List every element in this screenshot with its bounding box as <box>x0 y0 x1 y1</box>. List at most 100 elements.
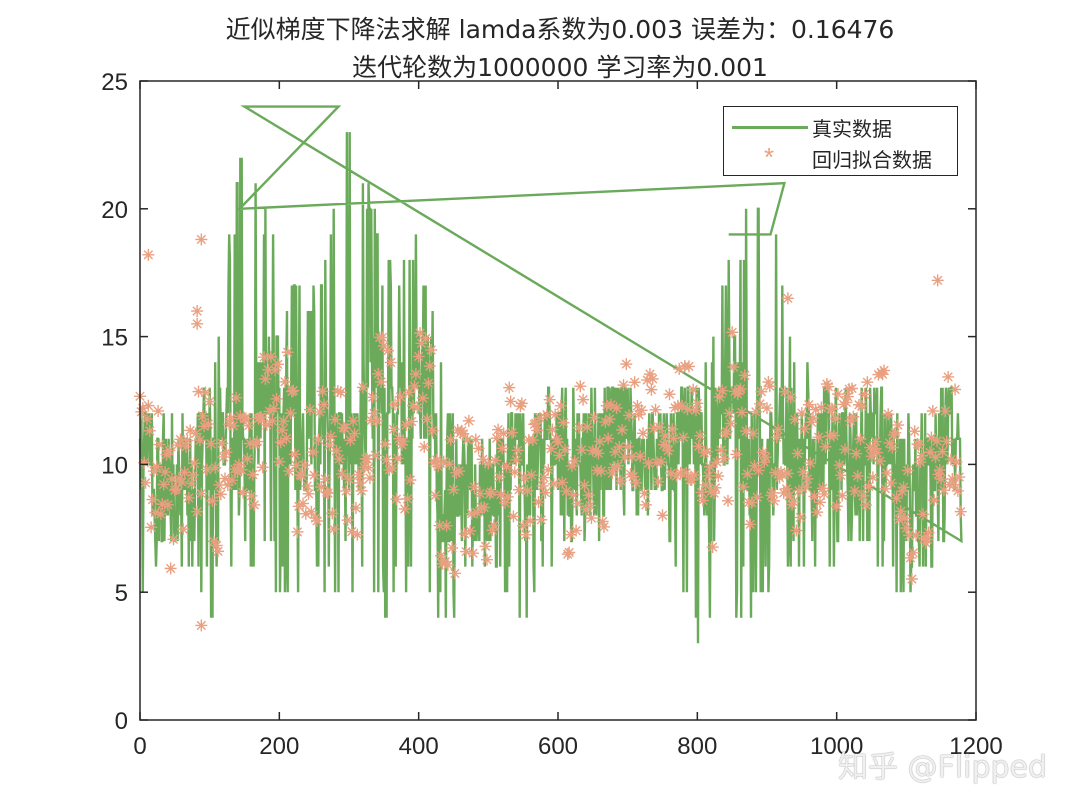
fit-marker <box>547 477 560 490</box>
y-tick-label: 5 <box>115 580 128 607</box>
fit-marker <box>348 427 361 440</box>
fit-marker <box>333 452 346 465</box>
fit-marker <box>298 459 311 472</box>
fit-marker <box>382 344 395 357</box>
fit-marker <box>340 485 353 498</box>
fit-marker <box>588 411 601 424</box>
fit-marker <box>186 469 199 482</box>
fit-marker <box>620 358 633 371</box>
fit-marker <box>702 469 715 482</box>
fit-marker <box>216 437 229 450</box>
fit-marker <box>788 413 801 426</box>
fit-marker <box>682 360 695 373</box>
fit-marker <box>161 498 174 511</box>
axis-ticks: 0 200 400 600 800 1000 1200 0 5 10 15 20 25 <box>101 69 1002 760</box>
fit-marker <box>630 476 643 489</box>
fit-marker <box>409 368 422 381</box>
fit-marker <box>636 427 649 440</box>
fit-marker <box>540 408 553 421</box>
fit-marker <box>487 519 500 532</box>
fit-marker <box>425 343 438 356</box>
fit-marker <box>618 451 631 464</box>
fit-marker <box>415 337 428 350</box>
fit-marker <box>150 460 163 473</box>
fit-marker <box>815 401 828 414</box>
fit-marker <box>950 456 963 469</box>
fit-marker <box>352 468 365 481</box>
fit-marker <box>288 448 301 461</box>
fit-marker <box>421 413 434 426</box>
fit-marker <box>501 490 514 503</box>
fit-marker <box>949 383 962 396</box>
fit-marker <box>857 489 870 502</box>
fit-marker <box>326 507 339 520</box>
fit-marker <box>917 508 930 521</box>
fit-marker <box>538 471 551 484</box>
fit-marker <box>730 448 743 461</box>
fit-marker <box>447 483 460 496</box>
real-data-line <box>138 105 963 644</box>
fit-marker <box>812 431 825 444</box>
fit-marker <box>891 419 904 432</box>
fit-marker <box>166 473 179 486</box>
fit-marker <box>890 492 903 505</box>
fit-marker <box>723 407 736 420</box>
fit-marker <box>355 484 368 497</box>
fit-marker <box>390 493 403 506</box>
fit-marker <box>617 379 630 392</box>
fit-marker <box>453 465 466 478</box>
fit-marker <box>519 528 532 541</box>
fit-marker <box>677 431 690 444</box>
fit-marker <box>727 361 740 374</box>
fit-marker <box>193 434 206 447</box>
fit-marker <box>508 466 521 479</box>
fit-marker <box>655 455 668 468</box>
fit-marker <box>662 444 675 457</box>
fit-marker <box>154 508 167 521</box>
fit-marker <box>804 457 817 470</box>
fit-marker <box>832 388 845 401</box>
fit-marker <box>303 403 316 416</box>
fit-marker <box>341 514 354 527</box>
fit-marker <box>822 380 835 393</box>
fit-marker <box>829 412 842 425</box>
fit-marker <box>444 433 457 446</box>
fit-marker <box>653 421 666 434</box>
fit-marker <box>552 436 564 449</box>
fit-marker <box>930 435 943 448</box>
fit-marker <box>317 398 330 411</box>
fit-marker <box>703 460 716 473</box>
fit-marker <box>848 484 861 497</box>
fit-marker <box>297 497 310 510</box>
fit-marker <box>847 410 860 423</box>
fit-marker <box>214 488 227 501</box>
fit-marker <box>721 494 734 507</box>
fit-marker <box>366 391 379 404</box>
fit-marker <box>255 411 268 424</box>
y-tick-label: 20 <box>101 197 128 224</box>
fit-marker <box>592 447 605 460</box>
fit-marker <box>635 404 648 417</box>
fit-marker <box>206 494 219 507</box>
fit-marker <box>577 393 590 406</box>
fit-marker <box>646 372 659 385</box>
fit-marker <box>305 505 318 518</box>
fit-marker <box>507 510 520 523</box>
fit-marker <box>818 487 831 500</box>
fit-marker <box>816 482 829 495</box>
fit-marker <box>398 502 411 515</box>
fit-marker <box>656 509 669 522</box>
fit-marker <box>235 463 248 476</box>
fit-marker <box>688 469 701 482</box>
fit-marker <box>351 528 364 541</box>
fit-marker <box>301 480 314 493</box>
fit-marker <box>772 423 785 436</box>
fit-marker <box>696 494 709 507</box>
fit-marker <box>935 473 948 486</box>
fit-marker <box>202 418 215 431</box>
fit-marker <box>308 469 321 482</box>
fit-marker <box>191 505 204 518</box>
fit-marker <box>623 409 636 422</box>
fit-marker <box>556 476 569 489</box>
fit-marker <box>850 447 863 460</box>
